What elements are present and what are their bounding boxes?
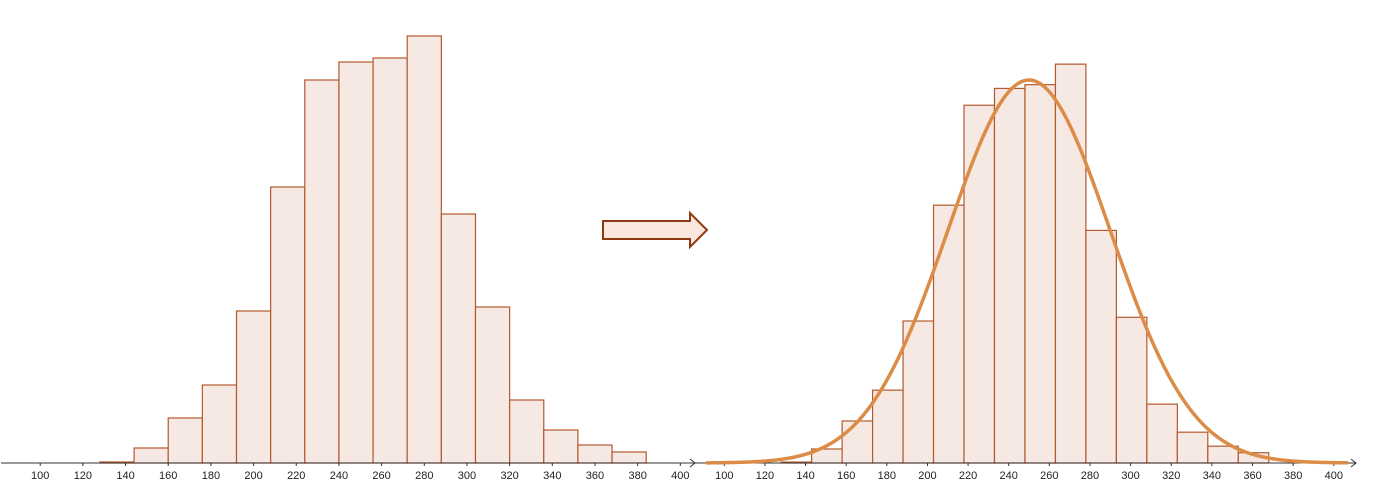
x-tick-label: 360 [586, 470, 604, 482]
histogram-bar [304, 79, 340, 464]
x-tick-label: 260 [372, 470, 390, 482]
x-tick-label: 280 [1081, 470, 1099, 482]
x-tick-label: 340 [543, 470, 561, 482]
x-tick-label: 220 [287, 470, 305, 482]
histogram-bar [1176, 431, 1209, 464]
histogram-bar [902, 320, 935, 464]
x-tick-label: 100 [715, 470, 733, 482]
x-tick-label: 380 [1284, 470, 1302, 482]
histogram-bar [543, 429, 579, 464]
histogram-bar [406, 35, 442, 464]
histogram-bar [1146, 403, 1178, 464]
x-tick-label: 120 [74, 470, 92, 482]
histogram-bar [963, 104, 996, 464]
x-tick-label: 160 [837, 470, 855, 482]
x-tick-label: 340 [1203, 470, 1221, 482]
x-tick-label: 280 [415, 470, 433, 482]
histogram-bar [474, 306, 511, 464]
histogram-bar [338, 61, 374, 464]
histogram-bar [577, 444, 613, 464]
histogram-bar [235, 310, 272, 464]
x-axis-arrow-icon [1350, 458, 1357, 468]
x-tick-label: 100 [31, 470, 49, 482]
x-tick-label: 260 [1040, 470, 1058, 482]
histogram-bar [270, 186, 306, 464]
x-tick-label: 200 [244, 470, 262, 482]
x-tick-label: 180 [878, 470, 896, 482]
histogram-bar [201, 384, 238, 464]
histogram-bar [440, 213, 477, 464]
histogram-bar [932, 204, 965, 464]
histogram-bar [133, 447, 169, 464]
histogram-left: 100 120 140 160 180 200 220 240 260 280 300 320 340 3… [1, 35, 696, 482]
x-tick-label: 140 [116, 470, 134, 482]
x-tick-label: 140 [796, 470, 814, 482]
x-tick-label: 300 [458, 470, 476, 482]
histogram-bar [167, 417, 203, 464]
x-tick-label: 180 [202, 470, 220, 482]
x-tick-label: 400 [1325, 470, 1343, 482]
histogram-bar [993, 87, 1026, 464]
x-tick-label: 240 [330, 470, 348, 482]
x-tick-label: 400 [671, 470, 689, 482]
histogram-bar [871, 389, 904, 464]
histogram-bar [509, 399, 545, 464]
x-tick-label: 160 [159, 470, 177, 482]
histogram-right-with-curve: 100 120 140 160 180 200 220 240 260 280 300 320 340 3… [686, 63, 1357, 482]
histogram-bar [372, 57, 408, 464]
histogram-bar [1024, 84, 1057, 464]
x-tick-label: 220 [959, 470, 977, 482]
histogram-bar [611, 451, 647, 464]
x-tick-label: 320 [500, 470, 518, 482]
histogram-bar [841, 420, 874, 464]
x-tick-label: 360 [1243, 470, 1261, 482]
histogram-bar [1085, 229, 1117, 464]
x-tick-label: 240 [1000, 470, 1018, 482]
histogram-bar [1115, 316, 1148, 464]
x-tick-label: 320 [1162, 470, 1180, 482]
x-tick-label: 300 [1121, 470, 1139, 482]
x-tick-label: 120 [756, 470, 774, 482]
normal-curve [705, 78, 1349, 465]
x-tick-label: 380 [628, 470, 646, 482]
x-tick-label: 200 [918, 470, 936, 482]
right-arrow-icon [602, 210, 709, 250]
